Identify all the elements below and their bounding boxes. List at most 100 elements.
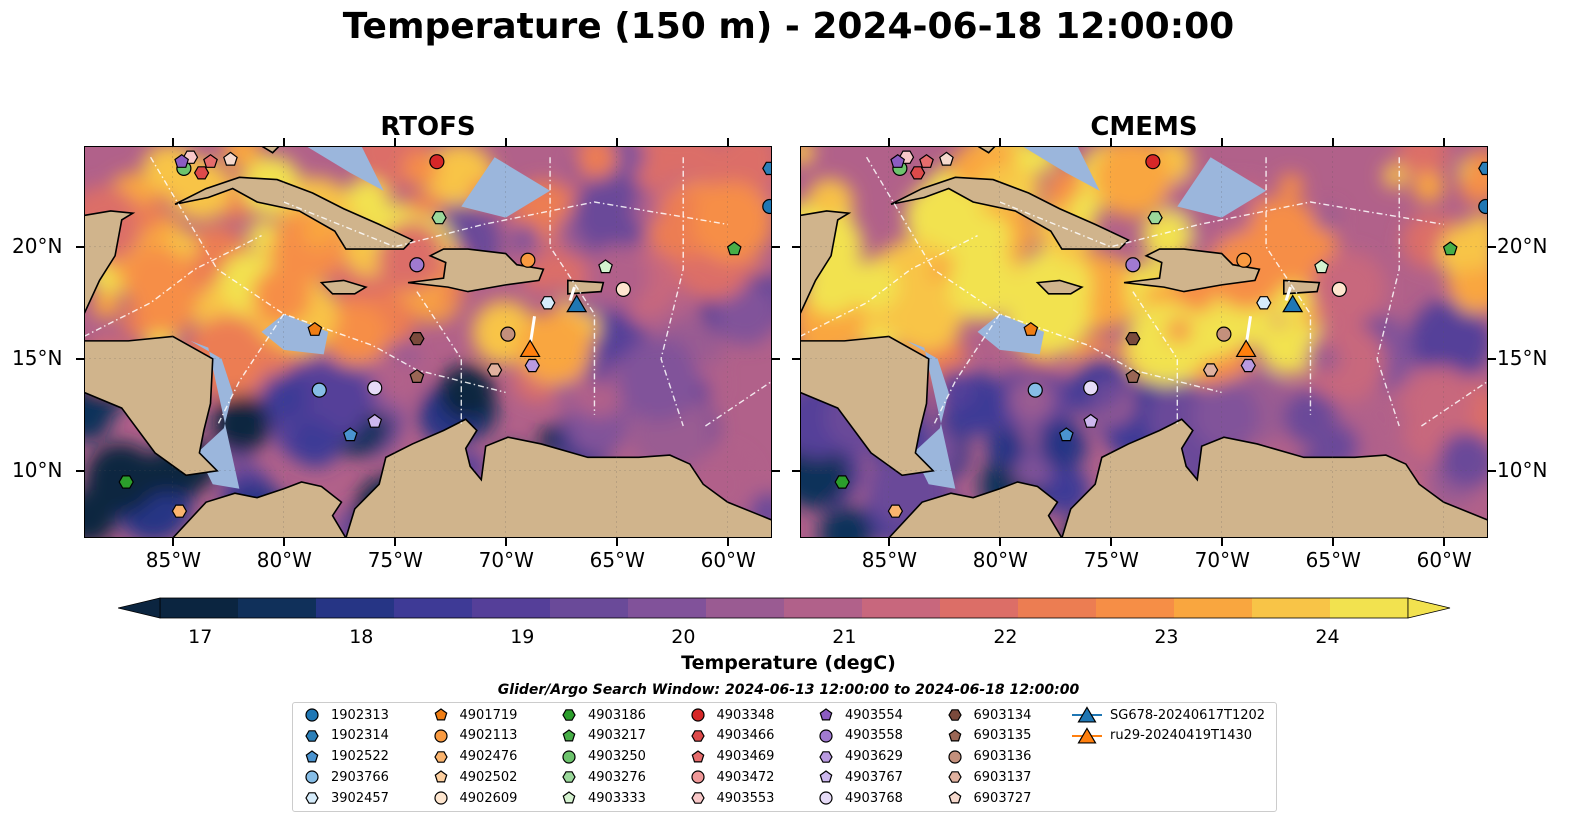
legend-item: 1902314 bbox=[301, 726, 389, 746]
legend-item: 4901719 bbox=[430, 705, 517, 725]
marker-4903466 bbox=[909, 166, 926, 180]
legend-item: 4903469 bbox=[687, 747, 774, 767]
marker-1902314 bbox=[1478, 161, 1488, 176]
legend-marker bbox=[434, 708, 447, 721]
legend-item: 4903333 bbox=[558, 788, 646, 808]
lon-tick bbox=[1331, 138, 1334, 146]
lon-tick bbox=[887, 138, 890, 146]
legend-marker bbox=[948, 729, 961, 742]
legend-marker bbox=[433, 729, 448, 743]
legend-marker bbox=[433, 750, 448, 763]
legend-marker-shape bbox=[305, 749, 319, 763]
legend-marker bbox=[305, 770, 319, 784]
marker-6903727 bbox=[223, 151, 238, 166]
marker-1902313 bbox=[762, 198, 772, 215]
lat-tick bbox=[76, 357, 84, 360]
marker-4901719 bbox=[307, 321, 323, 336]
legend-item: ru29-20240419T1430 bbox=[1072, 726, 1252, 746]
legend-label: 4903768 bbox=[845, 790, 903, 806]
lat-tick bbox=[772, 469, 780, 472]
legend-marker bbox=[562, 729, 576, 742]
marker-4903558 bbox=[1125, 257, 1141, 273]
map-panel-cmems bbox=[800, 146, 1488, 538]
legend-item: 6903135 bbox=[944, 726, 1031, 746]
legend-item: 4903250 bbox=[558, 747, 646, 767]
lon-tick bbox=[393, 138, 396, 146]
legend-marker-shape bbox=[1077, 706, 1097, 723]
lon-tick bbox=[615, 538, 618, 546]
marker-4903348 bbox=[1145, 154, 1161, 170]
colorbar-segment bbox=[316, 598, 395, 618]
legend-marker bbox=[947, 749, 962, 764]
legend-label: 4903553 bbox=[716, 790, 775, 806]
legend-label: 4903250 bbox=[588, 749, 646, 765]
legend-item: 4903558 bbox=[815, 726, 903, 746]
colorbar-tick-label: 24 bbox=[1315, 626, 1340, 648]
legend-marker-shape bbox=[819, 750, 833, 763]
legend-marker bbox=[948, 791, 961, 804]
lon-tick-label: 70°W bbox=[1194, 548, 1250, 572]
legend-marker-shape bbox=[433, 791, 448, 805]
marker-1902522 bbox=[342, 427, 358, 442]
marker-6903135 bbox=[1125, 368, 1141, 383]
marker-6903136 bbox=[1216, 326, 1232, 342]
marker-SG678-20240617T1202 bbox=[1282, 294, 1304, 313]
marker-4903767 bbox=[367, 413, 383, 428]
colorbar-segment bbox=[1018, 598, 1097, 618]
marker-4902609 bbox=[615, 281, 631, 297]
legend-item: 1902313 bbox=[301, 705, 389, 725]
colorbar-segment bbox=[862, 598, 941, 618]
colorbar-segment bbox=[394, 598, 473, 618]
marker-SG678-20240617T1202 bbox=[566, 294, 588, 313]
legend-marker-shape bbox=[691, 749, 704, 763]
marker-6903134 bbox=[409, 332, 425, 346]
legend-marker-shape bbox=[819, 729, 833, 743]
legend-item: 4903553 bbox=[687, 788, 775, 808]
colorbar-tick-label: 19 bbox=[510, 626, 535, 648]
legend-label: 4903348 bbox=[716, 707, 775, 723]
colorbar-tick-label: 17 bbox=[188, 626, 213, 648]
legend-label: 1902314 bbox=[331, 728, 389, 744]
legend-marker-shape bbox=[562, 749, 576, 764]
legend-marker bbox=[819, 750, 833, 763]
legend-marker bbox=[1072, 727, 1102, 744]
marker-4903558 bbox=[409, 257, 425, 273]
marker-6903136 bbox=[500, 326, 516, 342]
lon-tick bbox=[1331, 538, 1334, 546]
marker-4903768 bbox=[367, 380, 383, 396]
lat-tick bbox=[1488, 357, 1496, 360]
legend-marker-shape bbox=[305, 708, 319, 722]
legend-marker-shape bbox=[947, 771, 962, 784]
legend-item: 4903554 bbox=[815, 705, 903, 725]
marker-1902522 bbox=[1058, 427, 1074, 442]
legend-marker-shape bbox=[433, 729, 448, 743]
legend-label: 6903727 bbox=[973, 790, 1032, 806]
lon-tick bbox=[504, 538, 507, 546]
marker-4903333 bbox=[598, 259, 613, 274]
lat-tick bbox=[792, 357, 800, 360]
colorbar-segment bbox=[472, 598, 551, 618]
legend-label: 1902522 bbox=[331, 749, 389, 765]
legend-label: 4903767 bbox=[845, 769, 903, 785]
marker-2903766 bbox=[1027, 382, 1043, 398]
legend-label: 6903136 bbox=[973, 749, 1032, 765]
colorbar-tick-label: 18 bbox=[349, 626, 374, 648]
lon-tick bbox=[171, 538, 174, 546]
legend-item: 4903472 bbox=[687, 767, 774, 787]
search-window-text: Glider/Argo Search Window: 2024-06-13 12… bbox=[497, 682, 1080, 698]
legend-marker bbox=[690, 792, 705, 804]
legend-label: ru29-20240419T1430 bbox=[1110, 728, 1253, 744]
lon-tick bbox=[393, 538, 396, 546]
colorbar-segment bbox=[1174, 598, 1253, 618]
legend-item: 4903768 bbox=[815, 788, 903, 808]
marker-4902113 bbox=[520, 252, 536, 268]
legend-marker bbox=[690, 708, 705, 722]
legend-item: 6903137 bbox=[944, 767, 1031, 787]
legend-label: 4903554 bbox=[845, 707, 903, 723]
lon-tick-label: 65°W bbox=[1305, 548, 1361, 572]
colorbar-segment bbox=[784, 598, 863, 618]
legend-marker-shape bbox=[947, 749, 962, 764]
legend-marker bbox=[819, 729, 833, 743]
lon-tick bbox=[615, 138, 618, 146]
colorbar-extend-high bbox=[1407, 597, 1451, 619]
